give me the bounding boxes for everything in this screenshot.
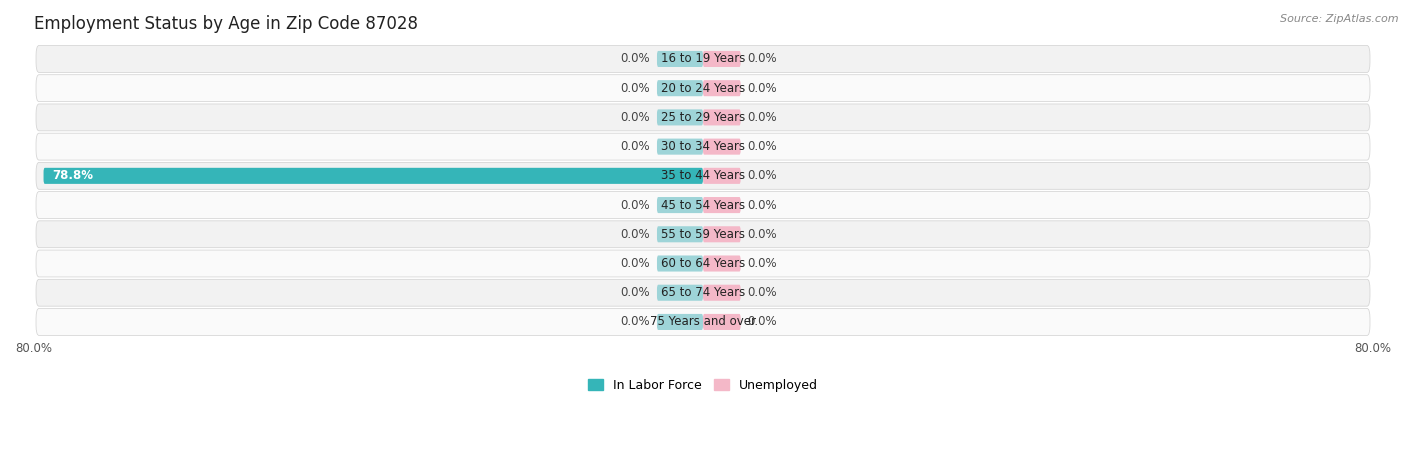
Text: 0.0%: 0.0%	[748, 140, 778, 153]
FancyBboxPatch shape	[37, 104, 1369, 131]
Text: 25 to 29 Years: 25 to 29 Years	[661, 111, 745, 124]
Text: 0.0%: 0.0%	[748, 82, 778, 94]
FancyBboxPatch shape	[657, 314, 703, 330]
FancyBboxPatch shape	[703, 314, 741, 330]
FancyBboxPatch shape	[703, 285, 741, 301]
Text: 45 to 54 Years: 45 to 54 Years	[661, 198, 745, 211]
FancyBboxPatch shape	[37, 250, 1369, 277]
Text: Employment Status by Age in Zip Code 87028: Employment Status by Age in Zip Code 870…	[34, 15, 418, 33]
FancyBboxPatch shape	[703, 109, 741, 126]
Text: 0.0%: 0.0%	[748, 111, 778, 124]
Text: 16 to 19 Years: 16 to 19 Years	[661, 53, 745, 65]
Text: 75 Years and over: 75 Years and over	[650, 315, 756, 328]
FancyBboxPatch shape	[703, 168, 741, 184]
FancyBboxPatch shape	[37, 45, 1369, 72]
FancyBboxPatch shape	[657, 80, 703, 96]
Text: 0.0%: 0.0%	[748, 286, 778, 299]
FancyBboxPatch shape	[657, 285, 703, 301]
FancyBboxPatch shape	[657, 226, 703, 242]
Text: Source: ZipAtlas.com: Source: ZipAtlas.com	[1281, 14, 1399, 23]
Legend: In Labor Force, Unemployed: In Labor Force, Unemployed	[583, 374, 823, 397]
Text: 60 to 64 Years: 60 to 64 Years	[661, 257, 745, 270]
FancyBboxPatch shape	[37, 279, 1369, 306]
FancyBboxPatch shape	[703, 256, 741, 271]
Text: 0.0%: 0.0%	[748, 228, 778, 241]
FancyBboxPatch shape	[657, 51, 703, 67]
Text: 65 to 74 Years: 65 to 74 Years	[661, 286, 745, 299]
Text: 0.0%: 0.0%	[748, 315, 778, 328]
Text: 78.8%: 78.8%	[52, 169, 93, 182]
FancyBboxPatch shape	[703, 51, 741, 67]
FancyBboxPatch shape	[37, 162, 1369, 189]
FancyBboxPatch shape	[44, 168, 703, 184]
Text: 0.0%: 0.0%	[620, 111, 651, 124]
FancyBboxPatch shape	[657, 256, 703, 271]
FancyBboxPatch shape	[657, 109, 703, 126]
Text: 0.0%: 0.0%	[620, 198, 651, 211]
Text: 0.0%: 0.0%	[620, 315, 651, 328]
Text: 30 to 34 Years: 30 to 34 Years	[661, 140, 745, 153]
Text: 35 to 44 Years: 35 to 44 Years	[661, 169, 745, 182]
Text: 0.0%: 0.0%	[620, 140, 651, 153]
Text: 0.0%: 0.0%	[748, 198, 778, 211]
FancyBboxPatch shape	[657, 139, 703, 155]
Text: 0.0%: 0.0%	[748, 53, 778, 65]
FancyBboxPatch shape	[37, 75, 1369, 102]
Text: 0.0%: 0.0%	[748, 169, 778, 182]
Text: 0.0%: 0.0%	[620, 257, 651, 270]
Text: 0.0%: 0.0%	[620, 82, 651, 94]
FancyBboxPatch shape	[703, 80, 741, 96]
Text: 0.0%: 0.0%	[620, 228, 651, 241]
FancyBboxPatch shape	[657, 197, 703, 213]
FancyBboxPatch shape	[703, 139, 741, 155]
FancyBboxPatch shape	[37, 133, 1369, 160]
FancyBboxPatch shape	[37, 309, 1369, 335]
Text: 20 to 24 Years: 20 to 24 Years	[661, 82, 745, 94]
FancyBboxPatch shape	[703, 197, 741, 213]
FancyBboxPatch shape	[37, 221, 1369, 248]
Text: 0.0%: 0.0%	[748, 257, 778, 270]
FancyBboxPatch shape	[703, 226, 741, 242]
Text: 0.0%: 0.0%	[620, 53, 651, 65]
FancyBboxPatch shape	[37, 192, 1369, 219]
Text: 55 to 59 Years: 55 to 59 Years	[661, 228, 745, 241]
Text: 0.0%: 0.0%	[620, 286, 651, 299]
